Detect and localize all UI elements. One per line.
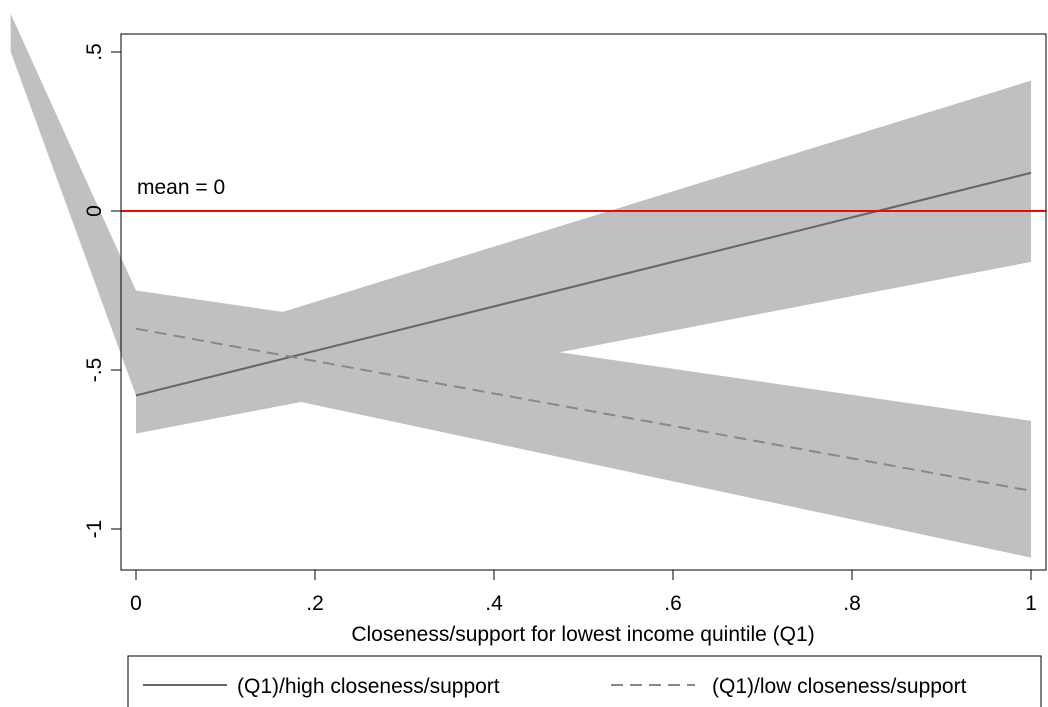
y-axis: -1 -.5 0 .5 <box>83 43 121 538</box>
y-tick-label: 0 <box>83 205 106 217</box>
x-tick-label: .8 <box>843 592 861 615</box>
y-tick-label: -.5 <box>83 358 106 383</box>
reference-line-label: mean = 0 <box>137 176 225 199</box>
legend-box <box>127 655 1042 707</box>
legend-label-low: (Q1)/low closeness/support <box>712 675 967 698</box>
ci-band-low <box>136 290 1031 558</box>
x-tick-label: .2 <box>306 592 324 615</box>
x-tick-label: .4 <box>485 592 503 615</box>
legend-label-high: (Q1)/high closeness/support <box>237 675 500 698</box>
plot-frame <box>120 33 1047 571</box>
confidence-bands <box>10 13 1031 558</box>
x-axis: 0 .2 .4 .6 .8 1 <box>130 570 1037 615</box>
series-line-high <box>135 171 1032 397</box>
legend: (Q1)/high closeness/support (Q1)/low clo… <box>127 655 1042 707</box>
x-axis-title: Closeness/support for lowest income quin… <box>351 623 814 646</box>
x-tick-label: 0 <box>130 592 142 615</box>
y-tick-label: .5 <box>83 43 106 61</box>
series-lines <box>135 171 1032 492</box>
x-tick-label: .6 <box>664 592 682 615</box>
x-tick-label: 1 <box>1025 592 1037 615</box>
ci-band-extension <box>10 13 137 396</box>
y-tick-label: -1 <box>83 520 106 539</box>
